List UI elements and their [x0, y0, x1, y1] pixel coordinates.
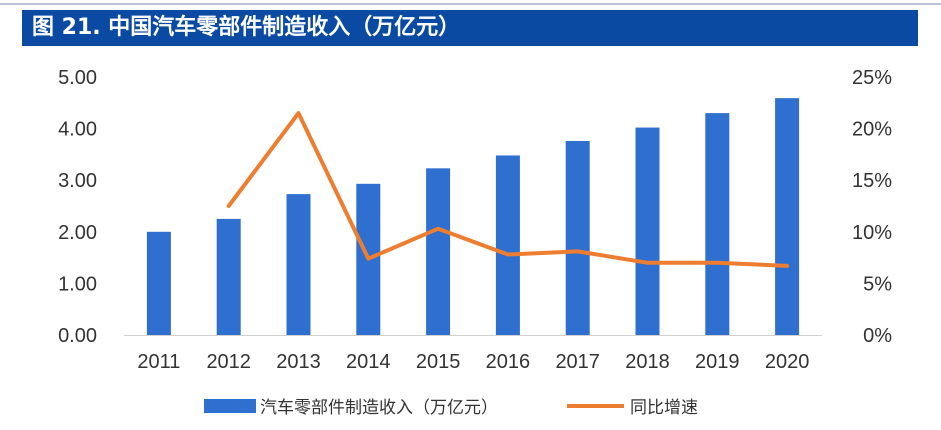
y-left-tick-label: 0.00 — [58, 325, 97, 347]
figure-title-bar: 图 21. 中国汽车零部件制造收入（万亿元） — [0, 0, 941, 46]
bar — [775, 98, 800, 335]
bar — [146, 231, 171, 335]
bar — [565, 140, 590, 335]
x-tick-label: 2011 — [137, 351, 180, 373]
y-right-tick-label: 10% — [852, 222, 892, 244]
y-right-tick-label: 15% — [852, 170, 892, 192]
line-series — [226, 111, 790, 268]
y-right-tick-label: 5% — [863, 273, 892, 295]
y-left-tick-label: 3.00 — [58, 170, 97, 192]
y-right-tick-label: 25% — [852, 67, 892, 89]
x-tick-label: 2020 — [765, 351, 810, 373]
y-left-tick-label: 4.00 — [58, 119, 97, 141]
y-right-tick-label: 20% — [852, 119, 892, 141]
y-left-tick-label: 1.00 — [58, 273, 97, 295]
legend-swatch-bar — [204, 399, 256, 413]
x-tick-label: 2016 — [486, 351, 531, 373]
bar-series — [146, 98, 800, 336]
title-top-rule — [0, 3, 941, 5]
legend-label-bar: 汽车零部件制造收入（万亿元） — [260, 398, 498, 418]
bar — [705, 113, 730, 336]
y-right-tick-label: 0% — [863, 325, 892, 347]
x-axis-ticks: 2011 2012 2013 2014 2015 2016 2017 2018 2019 2020 — [137, 351, 809, 373]
x-tick-label: 2018 — [625, 351, 670, 373]
bar — [426, 168, 451, 335]
x-tick-label: 2012 — [206, 351, 251, 373]
y-axis-left: 0.00 1.00 2.00 3.00 4.00 5.00 — [58, 67, 97, 347]
bar — [495, 155, 520, 335]
y-left-tick-label: 5.00 — [58, 67, 97, 89]
bar — [635, 127, 660, 336]
bar — [286, 194, 311, 335]
bar — [216, 218, 241, 335]
y-left-tick-label: 2.00 — [58, 222, 97, 244]
legend: 汽车零部件制造收入（万亿元） 同比增速 — [204, 398, 698, 418]
x-tick-label: 2015 — [416, 351, 461, 373]
legend-label-line: 同比增速 — [630, 398, 698, 418]
x-tick-label: 2017 — [555, 351, 600, 373]
chart-title: 图 21. 中国汽车零部件制造收入（万亿元） — [32, 15, 461, 40]
y-axis-right: 0% 5% 10% 15% 20% 25% — [852, 67, 892, 347]
x-tick-label: 2014 — [346, 351, 391, 373]
x-tick-label: 2019 — [695, 351, 740, 373]
x-tick-label: 2013 — [276, 351, 321, 373]
title-background — [22, 10, 918, 46]
